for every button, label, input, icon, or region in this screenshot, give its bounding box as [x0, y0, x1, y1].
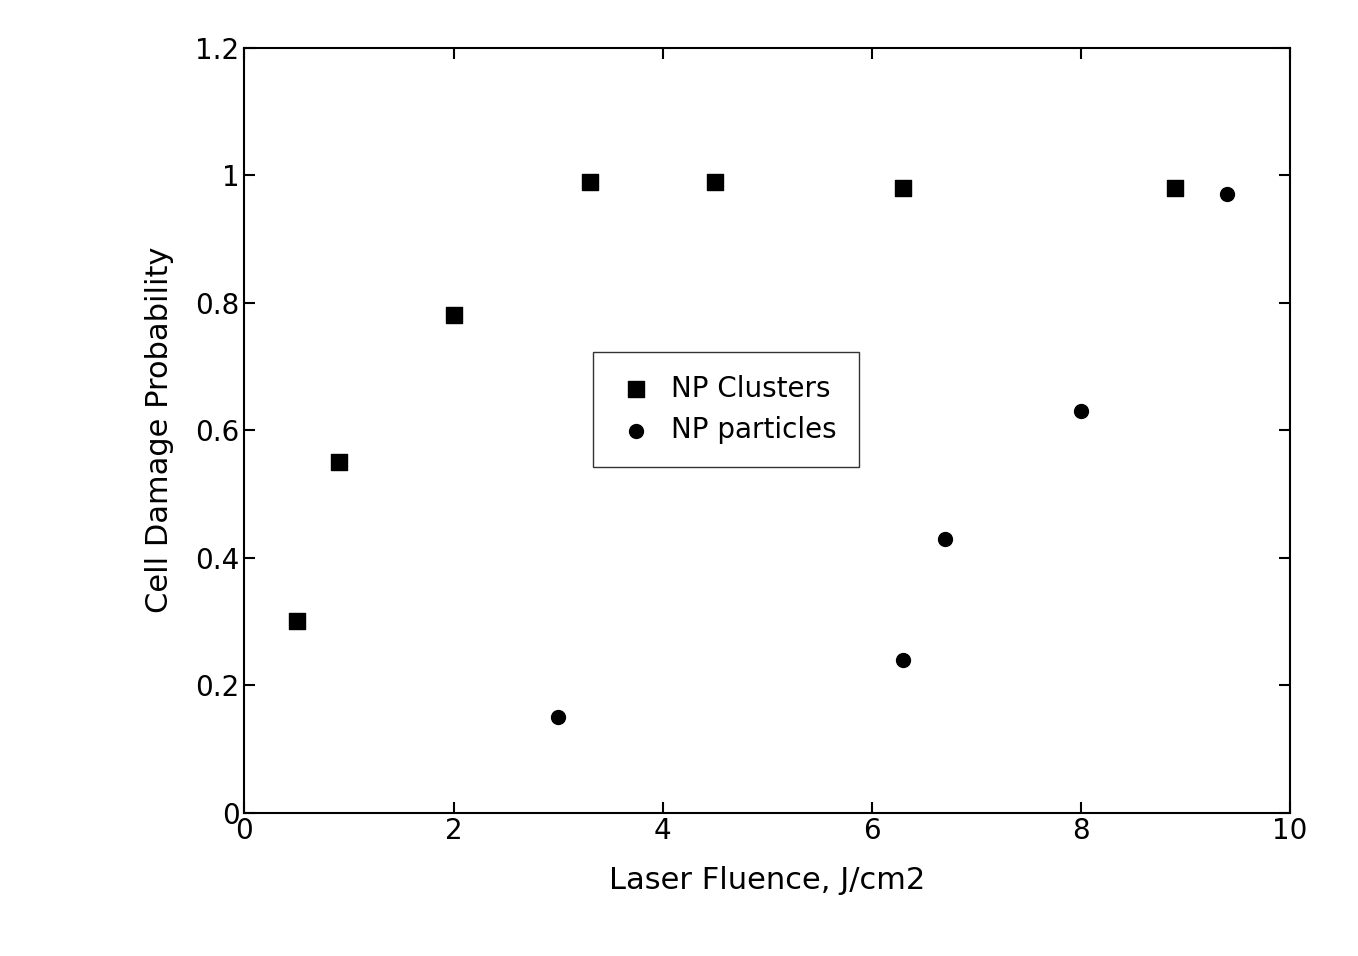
Legend: NP Clusters, NP particles: NP Clusters, NP particles	[593, 353, 858, 467]
NP Clusters	[579, 174, 600, 189]
NP Clusters	[1164, 181, 1186, 196]
Y-axis label: Cell Damage Probability: Cell Damage Probability	[145, 247, 174, 614]
NP particles	[934, 531, 956, 546]
NP Clusters	[285, 614, 307, 629]
NP Clusters	[443, 308, 464, 323]
NP Clusters	[703, 174, 725, 189]
NP Clusters	[892, 181, 914, 196]
NP particles	[1070, 403, 1092, 419]
NP particles	[1217, 186, 1238, 202]
NP Clusters	[327, 454, 349, 469]
NP particles	[892, 652, 914, 667]
NP particles	[547, 709, 569, 725]
X-axis label: Laser Fluence, J/cm2: Laser Fluence, J/cm2	[610, 866, 925, 896]
